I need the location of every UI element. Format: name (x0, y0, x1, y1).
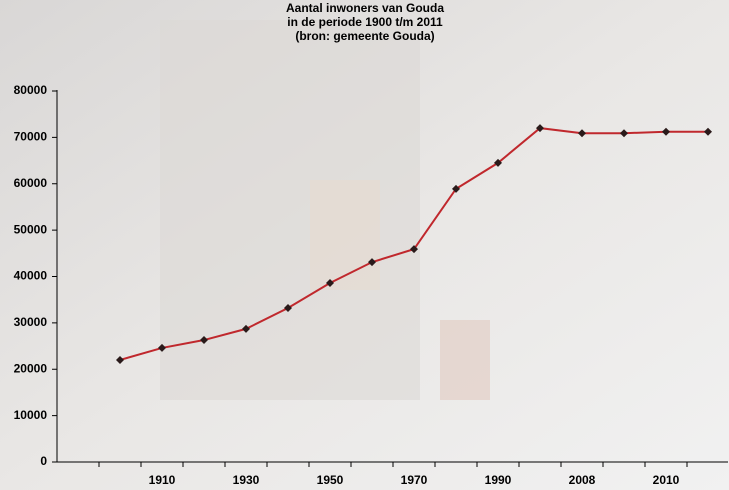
x-tick-label: 1990 (485, 473, 512, 487)
point (662, 127, 670, 136)
chart-title: (bron: gemeente Gouda) (295, 29, 434, 43)
point (116, 355, 124, 364)
y-tick-label: 10000 (14, 408, 48, 422)
y-tick-label: 50000 (14, 222, 48, 236)
y-tick-label: 40000 (14, 269, 48, 283)
door (440, 320, 490, 400)
x-tick-label: 1910 (149, 473, 176, 487)
point (158, 343, 166, 352)
x-tick-label: 2008 (569, 473, 596, 487)
point (242, 324, 250, 333)
y-tick-label: 0 (40, 454, 47, 468)
y-tick-label: 80000 (14, 83, 48, 97)
x-tick-label: 1950 (317, 473, 344, 487)
chart-title: Aantal inwoners van Gouda (286, 1, 444, 15)
y-tick-label: 20000 (14, 361, 48, 375)
point (704, 127, 712, 136)
point (200, 336, 208, 345)
point (578, 129, 586, 138)
point (368, 258, 376, 267)
point (284, 304, 292, 313)
point (452, 184, 460, 193)
building (160, 20, 420, 400)
point (410, 245, 418, 254)
y-tick-label: 70000 (14, 130, 48, 144)
point (536, 124, 544, 133)
x-tick-label: 1930 (233, 473, 260, 487)
x-tick-label: 2010 (653, 473, 680, 487)
door (310, 180, 380, 290)
point (326, 278, 334, 287)
y-tick-label: 60000 (14, 176, 48, 190)
point (494, 158, 502, 167)
y-tick-label: 30000 (14, 315, 48, 329)
chart-title: in de periode 1900 t/m 2011 (287, 15, 443, 29)
point (620, 129, 628, 138)
x-tick-label: 1970 (401, 473, 428, 487)
